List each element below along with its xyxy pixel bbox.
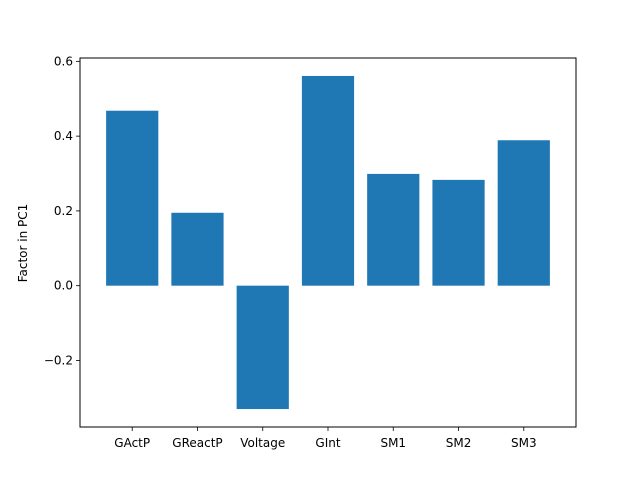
bar-sm3: [497, 140, 550, 286]
x-tick-label-voltage: Voltage: [240, 436, 285, 450]
y-axis-ticks: −0.2 0.0 0.2 0.4 0.6: [44, 54, 80, 367]
y-axis-label: Factor in PC1: [16, 204, 30, 283]
y-tick-label: 0.2: [54, 204, 73, 218]
bars-group: [106, 75, 550, 410]
y-tick-label: 0.0: [54, 279, 73, 293]
y-tick-label: 0.6: [54, 54, 73, 68]
y-tick-label: −0.2: [44, 353, 73, 367]
bar-voltage: [236, 285, 289, 410]
x-tick-label-greactp: GReactP: [172, 436, 222, 450]
x-tick-label-sm2: SM2: [446, 436, 472, 450]
x-tick-label-sm3: SM3: [511, 436, 537, 450]
bar-sm1: [367, 173, 420, 286]
bar-gint: [301, 75, 355, 286]
bar-gactp: [106, 110, 159, 286]
x-axis-ticks: GActP GReactP Voltage GInt SM1 SM2 SM3: [114, 427, 537, 450]
y-tick-label: 0.4: [54, 129, 73, 143]
x-tick-label-gint: GInt: [315, 436, 340, 450]
x-tick-label-sm1: SM1: [380, 436, 406, 450]
x-tick-label-gactp: GActP: [114, 436, 150, 450]
bar-greactp: [171, 212, 224, 286]
bar-sm2: [432, 179, 485, 286]
